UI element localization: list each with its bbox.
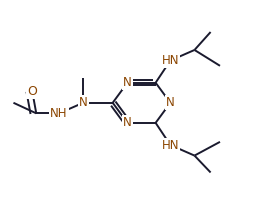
Text: HN: HN	[162, 54, 179, 67]
Text: O: O	[27, 85, 37, 98]
Text: N: N	[79, 96, 88, 109]
Text: N: N	[123, 116, 132, 129]
Text: N: N	[123, 76, 132, 89]
Text: HN: HN	[162, 138, 179, 152]
Text: N: N	[166, 96, 175, 109]
Text: NH: NH	[50, 107, 68, 120]
